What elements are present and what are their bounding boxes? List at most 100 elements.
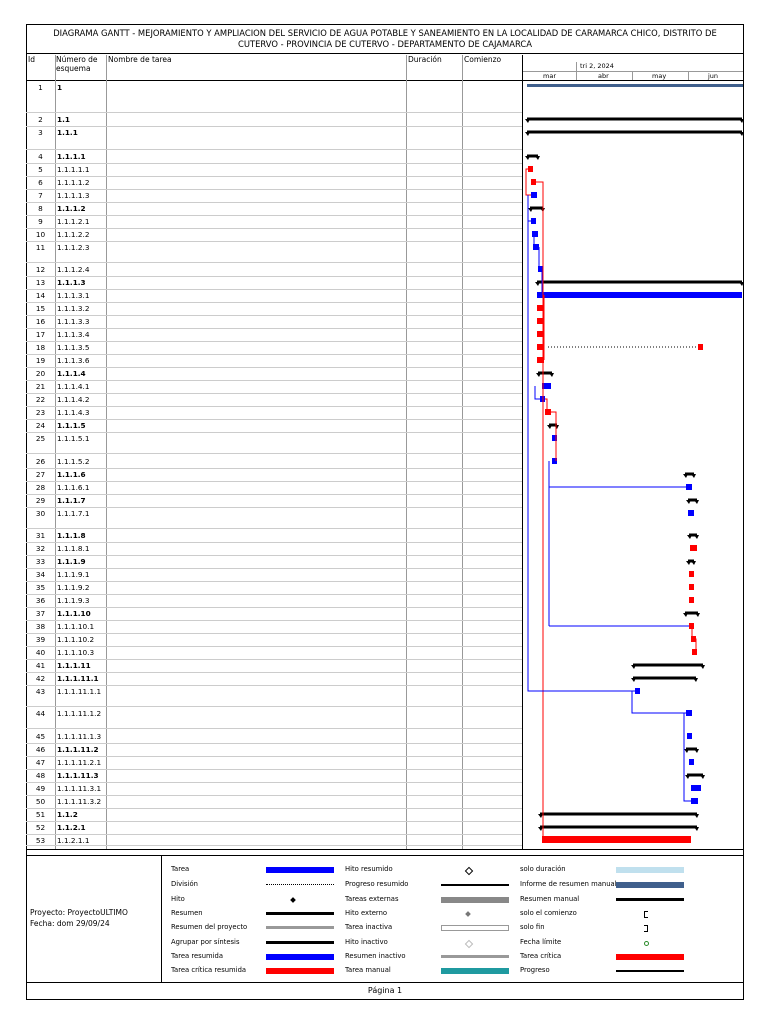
row-divider	[26, 406, 522, 407]
row-id: 31	[35, 531, 46, 540]
row-divider	[26, 163, 522, 164]
row-id: 13	[35, 278, 46, 287]
timescale-tick	[632, 72, 633, 80]
row-id: 32	[35, 544, 46, 553]
legend-label: Tareas externas	[345, 895, 399, 903]
legend-label: Tarea	[171, 865, 190, 873]
row-schema: 1.1.1.11.3.2	[57, 797, 102, 806]
summary-end	[686, 561, 691, 565]
legend-label: División	[171, 880, 198, 888]
row-schema: 1.1.1.9.2	[57, 583, 90, 592]
legend-swatch	[616, 970, 684, 972]
row-id: 12	[35, 265, 46, 274]
legend-swatch	[644, 911, 648, 918]
row-schema: 1.1.1.11.1.3	[57, 732, 102, 741]
row-divider	[26, 646, 522, 647]
row-id: 45	[35, 732, 46, 741]
row-id: 17	[35, 330, 46, 339]
row-schema: 1.1.1.4.1	[57, 382, 90, 391]
row-divider	[26, 315, 522, 316]
row-schema: 1.1.1.9.3	[57, 596, 90, 605]
legend-label: Resumen manual	[520, 895, 580, 903]
legend-label: Hito externo	[345, 909, 388, 917]
task-bar	[689, 759, 694, 765]
row-schema: 1.1.2	[57, 810, 78, 819]
summary-end	[687, 535, 692, 539]
row-divider	[26, 581, 522, 582]
project-summary-bar	[527, 84, 743, 87]
row-id: 21	[35, 382, 46, 391]
critical-task-bar	[537, 331, 544, 337]
legend-label: Tarea crítica	[520, 952, 562, 960]
row-id: 28	[35, 483, 46, 492]
dependency-link	[631, 691, 686, 714]
critical-task-bar	[528, 166, 533, 172]
row-id: 42	[35, 674, 46, 683]
row-schema: 1.1.1.5.2	[57, 457, 90, 466]
row-divider	[26, 328, 522, 329]
critical-task-bar	[692, 649, 697, 655]
critical-task-bar	[689, 571, 694, 577]
row-id: 23	[35, 408, 46, 417]
row-divider	[26, 808, 522, 809]
summary-bar	[686, 747, 697, 751]
row-id: 6	[38, 178, 43, 187]
summary-bar	[685, 611, 698, 615]
legend-swatch	[616, 867, 684, 873]
summary-bar	[633, 676, 696, 680]
row-divider	[26, 743, 522, 744]
legend-swatch	[616, 898, 684, 901]
critical-task-bar	[691, 636, 696, 642]
dependency-link	[545, 398, 548, 412]
legend-swatch	[266, 867, 334, 873]
critical-task-bar	[537, 305, 544, 311]
legend-label: Tarea inactiva	[345, 923, 393, 931]
summary-end	[694, 814, 699, 818]
summary-end	[691, 561, 696, 565]
summary-end	[739, 282, 744, 286]
summary-end	[525, 132, 530, 136]
timescale-month-abr: abr	[598, 72, 609, 80]
row-schema: 1.1.1.9	[57, 557, 86, 566]
col-header-id: Id	[28, 55, 35, 64]
row-schema: 1.1.1.1.1	[57, 165, 90, 174]
task-bar	[552, 435, 557, 441]
row-divider	[26, 241, 522, 242]
summary-end	[525, 119, 530, 123]
row-divider	[26, 112, 522, 113]
dependency-link	[551, 411, 557, 461]
task-bar	[538, 266, 543, 272]
row-divider	[26, 380, 522, 381]
row-divider	[26, 555, 522, 556]
row-schema: 1.1.1.11.2.1	[57, 758, 102, 767]
row-schema: 1.1.1.6	[57, 470, 86, 479]
row-schema: 1.1.1.1	[57, 152, 86, 161]
row-id: 16	[35, 317, 46, 326]
row-schema: 1.1.1.8.1	[57, 544, 90, 553]
critical-task-bar	[537, 357, 544, 363]
summary-end	[535, 282, 540, 286]
row-schema: 1.1.1.2.3	[57, 243, 90, 252]
row-schema: 1.1.1.1.2	[57, 178, 90, 187]
row-divider	[26, 659, 522, 660]
legend: Proyecto: ProyectoULTIMO Fecha: dom 29/0…	[26, 855, 744, 982]
summary-end	[549, 373, 554, 377]
row-divider	[26, 795, 522, 796]
row-schema: 1.1.1.11.2	[57, 745, 99, 754]
summary-end	[631, 678, 636, 682]
legend-swatch	[464, 939, 474, 949]
legend-swatch	[266, 954, 334, 960]
row-divider	[26, 706, 522, 707]
timescale-tick	[576, 62, 577, 80]
summary-end	[528, 208, 533, 212]
critical-task-bar	[537, 318, 544, 324]
summary-end	[694, 827, 699, 831]
legend-label: Resumen del proyecto	[171, 923, 248, 931]
row-schema: 1.1	[57, 115, 70, 124]
legend-label: Fecha límite	[520, 938, 562, 946]
legend-label: Resumen	[171, 909, 203, 917]
legend-label: Progreso resumido	[345, 880, 409, 888]
row-id: 1	[38, 83, 43, 92]
header-divider	[26, 80, 744, 81]
row-id: 26	[35, 457, 46, 466]
